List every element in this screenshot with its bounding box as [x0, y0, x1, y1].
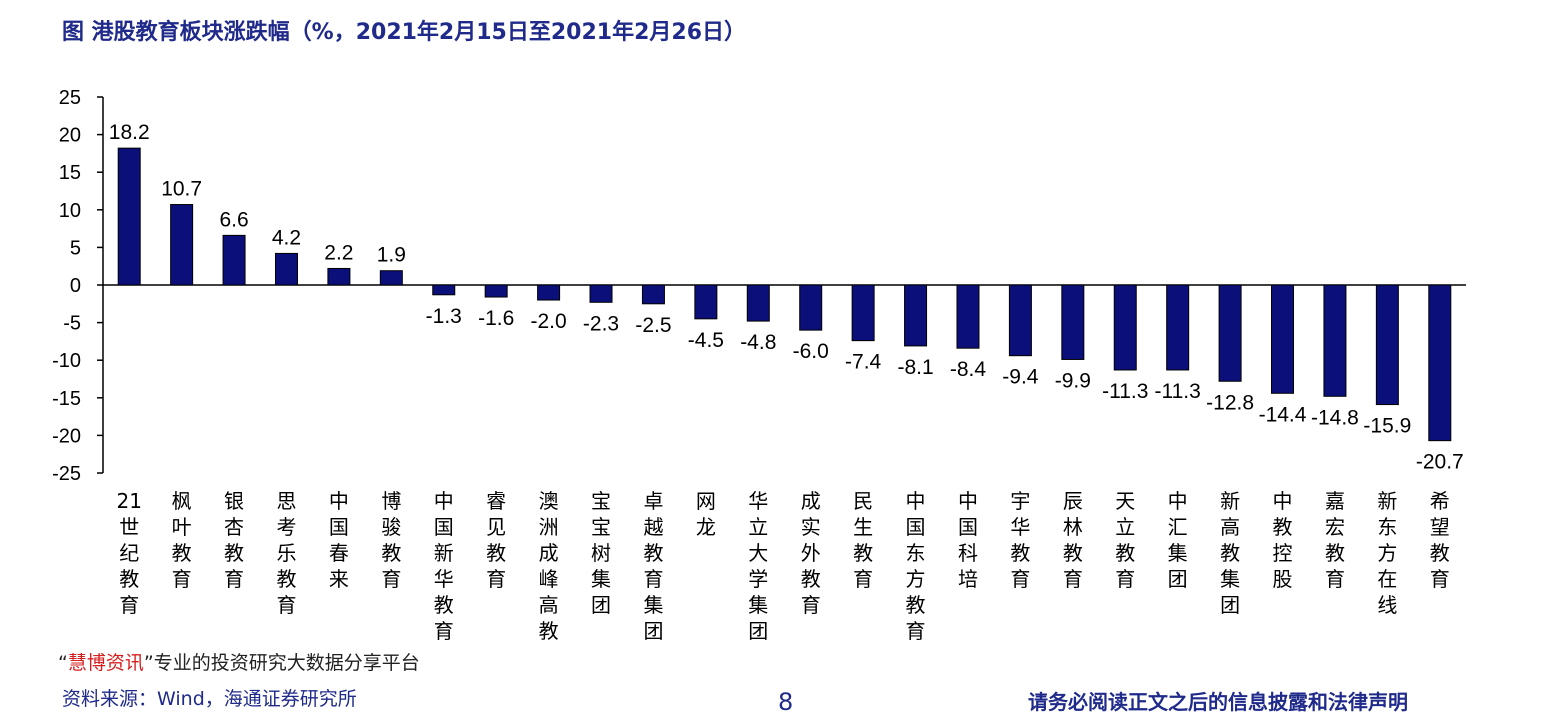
x-category-label: 思考乐教育	[276, 489, 297, 617]
x-category-label: 辰林教育	[1062, 489, 1083, 591]
y-tick-label: -15	[52, 388, 81, 410]
bar	[170, 204, 194, 286]
data-label: -1.3	[426, 305, 462, 328]
x-category-label: 卓越教育集团	[643, 489, 664, 643]
data-label: -2.5	[635, 314, 671, 337]
data-label: -2.3	[583, 312, 619, 335]
data-label: -14.8	[1311, 406, 1359, 429]
y-tick-label: -10	[52, 350, 81, 372]
x-category-label: 宇华教育	[1010, 489, 1031, 591]
bar	[222, 234, 246, 286]
bar	[1428, 284, 1452, 442]
watermark-brand[interactable]: 慧博资讯	[67, 652, 144, 674]
bar	[327, 267, 351, 286]
data-label: -12.8	[1206, 391, 1254, 414]
bar	[799, 284, 823, 331]
data-label: -2.0	[531, 310, 567, 333]
x-category-label: 天立教育	[1115, 489, 1136, 591]
y-tick-label: 20	[59, 125, 81, 147]
x-category-label: 新东方在线	[1377, 489, 1398, 617]
bar	[432, 284, 456, 296]
x-category-label: 博骏教育	[381, 489, 402, 591]
y-tick-label: -25	[52, 463, 81, 485]
data-label: -6.0	[793, 340, 829, 363]
x-category-label: 中国新华教育	[433, 489, 454, 643]
data-label: -14.4	[1259, 403, 1307, 426]
bar	[1323, 284, 1347, 397]
bar	[746, 284, 770, 322]
bar	[537, 284, 561, 301]
x-category-label: 中国科培	[957, 489, 978, 591]
x-category-label: 成实外教育	[800, 489, 821, 617]
bar	[851, 284, 875, 342]
x-category-label: 嘉宏教育	[1324, 489, 1345, 591]
data-label: 1.9	[377, 244, 406, 267]
x-category-label: 21世纪教育	[116, 489, 142, 617]
source-note: 资料来源：Wind，海通证券研究所	[62, 688, 357, 710]
x-category-label: 中教控股	[1272, 489, 1293, 591]
bar	[484, 284, 508, 298]
chart-title: 图 港股教育板块涨跌幅（%，2021年2月15日至2021年2月26日）	[62, 20, 747, 45]
data-label: 6.6	[219, 208, 248, 231]
data-label: 18.2	[109, 121, 150, 144]
y-tick-label: 0	[70, 275, 81, 297]
bar	[1375, 284, 1399, 406]
page-number: 8	[778, 688, 794, 716]
bar	[274, 252, 298, 286]
data-label: -15.9	[1363, 415, 1411, 438]
data-label: -9.9	[1055, 369, 1091, 392]
data-label: -8.1	[897, 356, 933, 379]
bar	[1113, 284, 1137, 371]
y-tick-label: 15	[59, 162, 81, 184]
data-label: -9.4	[1002, 366, 1039, 389]
x-category-label: 宝宝树集团	[591, 489, 612, 617]
y-tick-label: 10	[59, 200, 81, 222]
x-category-label: 中汇集团	[1167, 489, 1188, 591]
bar	[1061, 284, 1085, 360]
bar	[641, 284, 665, 305]
x-category-label: 民生教育	[853, 489, 874, 591]
x-category-label: 希望教育	[1429, 489, 1450, 591]
x-category-label: 枫叶教育	[171, 489, 192, 591]
bar	[1166, 284, 1190, 371]
bar	[1271, 284, 1295, 394]
x-category-label: 新高教集团	[1220, 489, 1241, 617]
data-label: -8.4	[950, 358, 987, 381]
y-tick-label: 25	[59, 87, 81, 109]
data-label: 10.7	[161, 178, 202, 201]
x-category-label: 银杏教育	[224, 489, 245, 591]
y-tick-label: -5	[63, 313, 81, 335]
disclaimer-text: 请务必阅读正文之后的信息披露和法律声明	[1028, 690, 1408, 714]
data-label: -4.8	[740, 331, 776, 354]
y-tick-label: 5	[70, 237, 81, 259]
data-label: -4.5	[688, 329, 724, 352]
bar	[694, 284, 718, 320]
data-label: -7.4	[845, 351, 882, 374]
watermark-text: “慧博资讯”专业的投资研究大数据分享平台	[58, 648, 420, 675]
data-label: 4.2	[272, 226, 301, 249]
x-category-label: 中国东方教育	[905, 489, 926, 643]
bar	[956, 284, 980, 349]
data-label: 2.2	[324, 241, 353, 264]
x-category-label: 睿见教育	[486, 489, 507, 591]
x-category-label: 中国春来	[328, 489, 349, 591]
bar	[1218, 284, 1242, 382]
bar	[379, 270, 403, 286]
x-category-label: 澳洲成峰高教	[538, 489, 559, 643]
data-label: -20.7	[1416, 451, 1464, 474]
y-tick-label: -20	[52, 425, 81, 447]
bar	[589, 284, 613, 303]
watermark-quote-open: “	[58, 652, 68, 674]
bar	[1008, 284, 1032, 357]
bar	[904, 284, 928, 347]
data-label: -11.3	[1155, 380, 1201, 403]
data-label: -11.3	[1102, 380, 1148, 403]
bar	[117, 147, 141, 286]
data-label: -1.6	[478, 307, 514, 330]
x-category-label: 华立大学集团	[748, 489, 769, 643]
watermark-tagline: ”专业的投资研究大数据分享平台	[143, 652, 420, 674]
x-category-label: 网龙	[695, 489, 716, 539]
